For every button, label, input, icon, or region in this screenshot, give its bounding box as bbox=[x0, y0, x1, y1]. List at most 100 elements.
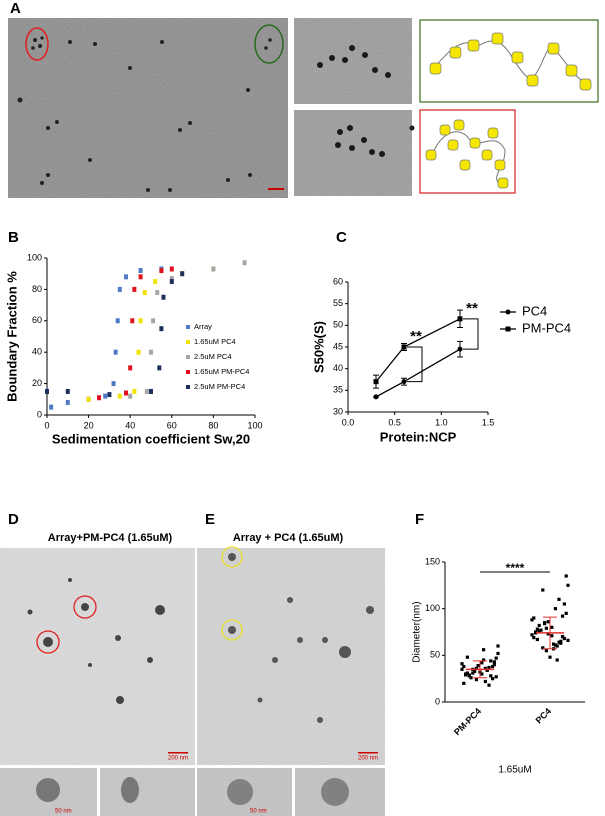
data-point bbox=[553, 643, 557, 647]
data-point bbox=[564, 574, 568, 578]
data-point bbox=[550, 625, 554, 629]
micrograph: 200 nm 50 nm bbox=[197, 546, 385, 816]
y-tick-label: 30 bbox=[333, 406, 343, 416]
data-point bbox=[489, 674, 493, 678]
data-point bbox=[566, 638, 570, 642]
x-tick-label: 60 bbox=[167, 420, 177, 430]
data-point bbox=[557, 597, 561, 601]
data-point bbox=[117, 393, 122, 399]
data-point bbox=[537, 623, 541, 628]
line bbox=[375, 348, 461, 398]
data-point bbox=[546, 632, 550, 636]
data-point bbox=[474, 678, 478, 682]
data-point bbox=[169, 266, 174, 272]
data-point bbox=[138, 318, 143, 324]
legend-marker bbox=[186, 340, 190, 344]
micrograph-detail bbox=[294, 18, 415, 196]
data-point bbox=[561, 635, 565, 639]
marker bbox=[401, 379, 407, 385]
marker bbox=[373, 394, 379, 400]
micrograph bbox=[8, 18, 288, 198]
data-point bbox=[180, 271, 185, 277]
data-point bbox=[482, 648, 486, 652]
panel-letter: E bbox=[205, 511, 215, 528]
x-tick-label: 40 bbox=[125, 420, 135, 430]
data-point bbox=[128, 393, 133, 399]
data-point bbox=[496, 644, 500, 648]
data-point bbox=[494, 675, 498, 679]
legend-label: PM-PC4 bbox=[522, 320, 571, 335]
x-tick-label: 80 bbox=[208, 420, 218, 430]
legend-label: 1.65uM PM-PC4 bbox=[194, 367, 249, 376]
legend-marker bbox=[186, 325, 190, 329]
data-point bbox=[491, 664, 495, 669]
data-point bbox=[543, 622, 547, 626]
data-point bbox=[144, 388, 149, 394]
y-axis-label: S50%(S) bbox=[311, 321, 326, 373]
legend-marker bbox=[186, 385, 190, 389]
data-point bbox=[541, 588, 545, 592]
y-tick-label: 0 bbox=[37, 409, 42, 419]
data-point bbox=[465, 671, 469, 675]
data-point bbox=[562, 636, 566, 641]
y-tick-label: 100 bbox=[425, 603, 440, 613]
y-axis-label: Diameter(nm) bbox=[412, 601, 423, 662]
data-point bbox=[544, 626, 548, 630]
marker bbox=[457, 316, 463, 322]
data-point bbox=[532, 616, 536, 620]
x-tick-label: 20 bbox=[84, 420, 94, 430]
data-point bbox=[469, 676, 473, 680]
annotation: **** bbox=[506, 561, 525, 575]
data-point bbox=[136, 349, 141, 355]
y-axis-label: Boundary Fraction % bbox=[4, 271, 19, 402]
micrograph: 200 nm 50 nm bbox=[0, 548, 195, 816]
data-point bbox=[546, 620, 550, 624]
panel-letter: D bbox=[8, 511, 19, 528]
data-point bbox=[534, 631, 538, 635]
x-tick-label: PM-PC4 bbox=[452, 706, 483, 737]
data-point bbox=[539, 628, 543, 632]
panel-letter: F bbox=[415, 511, 424, 528]
data-point bbox=[562, 602, 566, 606]
data-point bbox=[149, 349, 153, 355]
data-point bbox=[462, 664, 466, 669]
data-point bbox=[557, 640, 561, 644]
data-point bbox=[464, 673, 468, 677]
sd-bar bbox=[473, 660, 487, 679]
data-point bbox=[491, 677, 495, 681]
y-tick-label: 20 bbox=[32, 378, 42, 388]
data-point bbox=[460, 662, 464, 666]
data-point bbox=[530, 618, 534, 622]
x-axis-label: 1.65uM bbox=[498, 765, 531, 776]
data-point bbox=[489, 659, 493, 663]
data-point bbox=[559, 639, 563, 643]
data-point bbox=[169, 275, 174, 281]
legend-label: Array bbox=[194, 322, 212, 331]
panel-title: Array+PM-PC4 (1.65uM) bbox=[48, 532, 173, 544]
data-point bbox=[117, 286, 122, 292]
y-tick-label: 100 bbox=[27, 252, 42, 262]
data-point bbox=[559, 641, 563, 645]
data-point bbox=[553, 607, 557, 611]
marker bbox=[401, 344, 407, 350]
y-tick-label: 35 bbox=[333, 385, 343, 395]
data-point bbox=[566, 583, 570, 587]
data-point bbox=[474, 666, 478, 670]
y-tick-label: 150 bbox=[425, 556, 440, 566]
x-tick-label: 1.5 bbox=[482, 417, 495, 427]
data-point bbox=[482, 658, 486, 662]
data-point bbox=[530, 633, 534, 637]
data-point bbox=[149, 388, 153, 394]
data-point bbox=[103, 393, 108, 399]
legend-label: 1.65uM PC4 bbox=[194, 337, 236, 346]
data-point bbox=[65, 388, 70, 394]
data-point bbox=[473, 669, 477, 673]
data-point bbox=[151, 318, 156, 324]
panel-letter: C bbox=[336, 229, 347, 246]
x-tick-label: PC4 bbox=[534, 706, 553, 725]
data-point bbox=[86, 396, 91, 402]
scale-label: 200 nm bbox=[168, 756, 188, 762]
y-tick-label: 45 bbox=[333, 341, 343, 351]
y-tick-label: 60 bbox=[333, 276, 343, 286]
